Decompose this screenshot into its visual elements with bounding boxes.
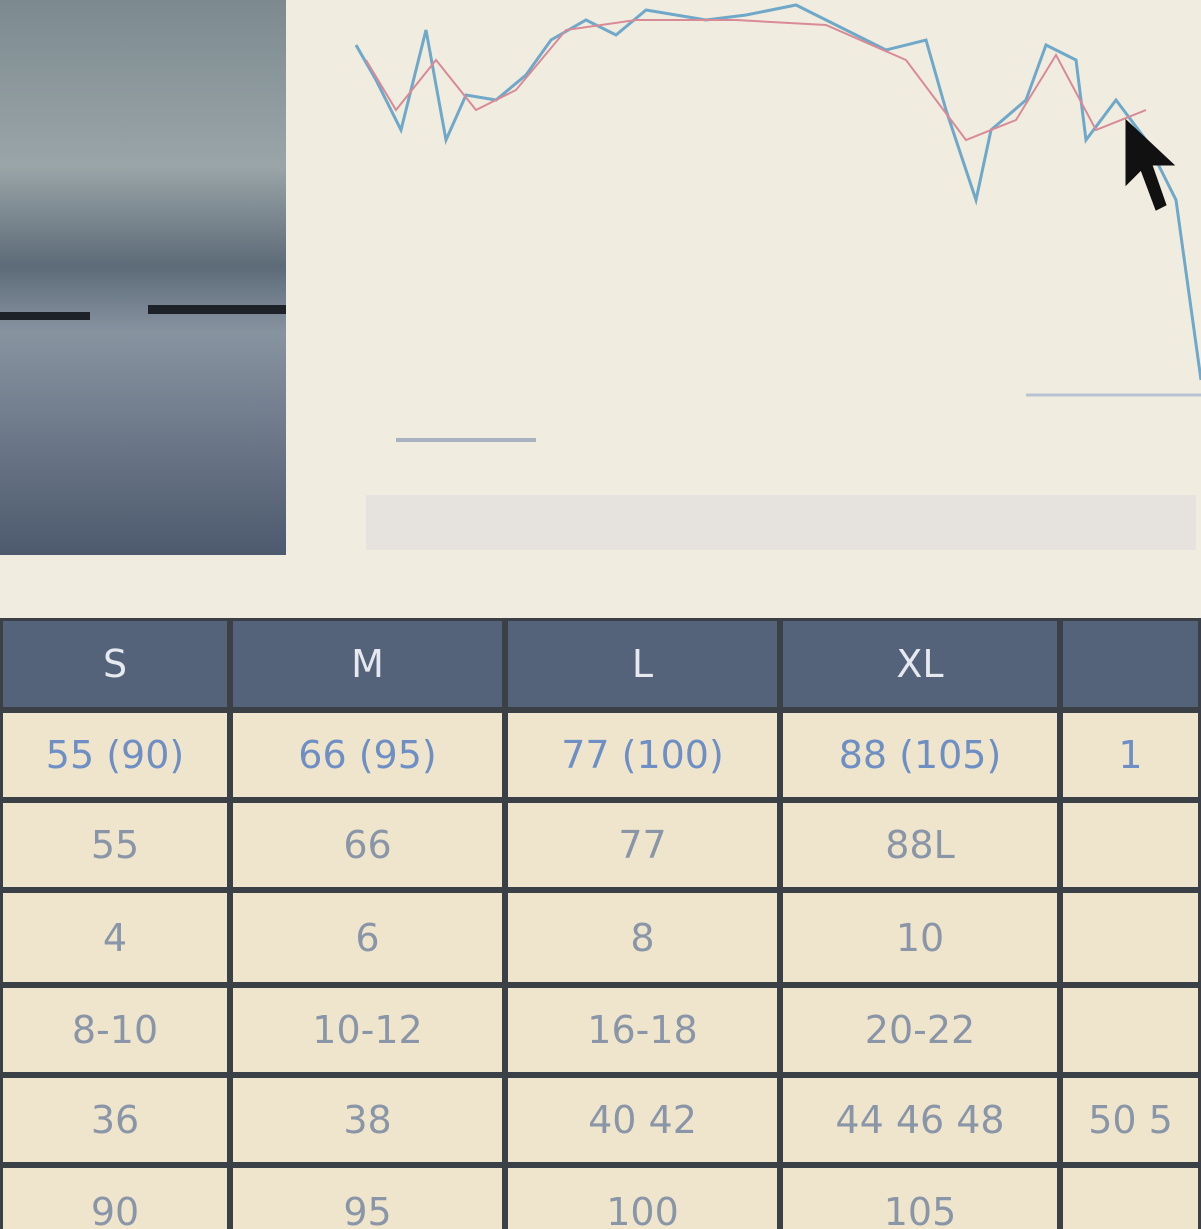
table-cell: 55 [3, 803, 227, 887]
table-cell: 36 [3, 1078, 227, 1162]
table-cell: 6 [233, 893, 502, 982]
table-cell: 40 42 [508, 1078, 777, 1162]
table-cell [1063, 1168, 1198, 1229]
product-photo [0, 0, 286, 555]
volume-bars [366, 495, 1196, 550]
table-cell: 8-10 [3, 988, 227, 1072]
table-cell [1063, 988, 1198, 1072]
table-cell: 55 (90) [3, 713, 227, 797]
table-cell: 16-18 [508, 988, 777, 1072]
table-cell: 95 [233, 1168, 502, 1229]
table-cell: 88L [783, 803, 1057, 887]
table-cell [1063, 893, 1198, 982]
photo-detail [0, 312, 90, 320]
table-cell: 77 [508, 803, 777, 887]
table-cell: 1 [1063, 713, 1198, 797]
mouse-cursor [1125, 118, 1176, 211]
header-cell: XL [783, 621, 1057, 707]
table-cell: 105 [783, 1168, 1057, 1229]
table-cell [1063, 803, 1198, 887]
table-cell: 100 [508, 1168, 777, 1229]
table-cell: 20-22 [783, 988, 1057, 1072]
table-cell: 10-12 [233, 988, 502, 1072]
header-cell: M [233, 621, 502, 707]
table-cell: 90 [3, 1168, 227, 1229]
chart-line [354, 3, 1201, 381]
table-cell: 10 [783, 893, 1057, 982]
header-cell [1063, 621, 1198, 707]
table-cell: 66 [233, 803, 502, 887]
size-table: S M L XL 55 (90) 66 (95) 77 (100) 88 (105) 1 55 66… [0, 618, 1201, 1229]
table-cell: 77 (100) [508, 713, 777, 797]
table-cell: 38 [233, 1078, 502, 1162]
table-cell: 44 46 48 [783, 1078, 1057, 1162]
table-cell: 66 (95) [233, 713, 502, 797]
table-cell: 88 (105) [783, 713, 1057, 797]
background-chart [354, 3, 1201, 550]
chart-line [365, 19, 1147, 142]
table-cell: 8 [508, 893, 777, 982]
table-cell: 4 [3, 893, 227, 982]
header-cell: L [508, 621, 777, 707]
photo-detail [148, 305, 286, 314]
header-cell: S [3, 621, 227, 707]
table-cell: 50 5 [1063, 1078, 1198, 1162]
